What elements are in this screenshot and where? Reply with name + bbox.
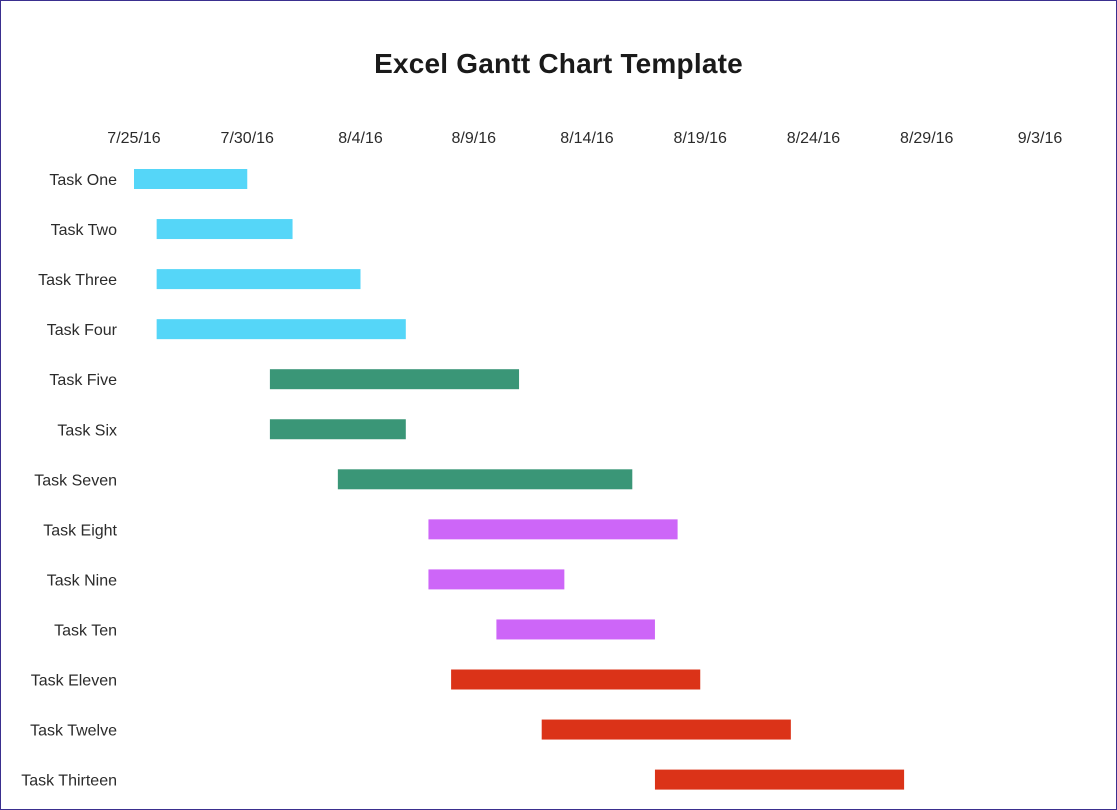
x-tick-label: 8/4/16	[338, 130, 383, 147]
task-bar	[156, 269, 361, 290]
x-tick-label: 8/14/16	[560, 130, 613, 147]
task-label: Task Five	[49, 372, 117, 389]
task-label: Task Twelve	[30, 723, 117, 740]
x-tick-label: 8/24/16	[787, 130, 840, 147]
task-label: Task Thirteen	[21, 773, 117, 790]
task-bar	[541, 719, 791, 740]
x-axis-ticks: 7/25/16 7/30/16 8/4/16 8/9/16 8/14/16 8/19/16…	[107, 130, 1062, 147]
task-label: Task Eleven	[31, 673, 117, 690]
x-tick-label: 7/25/16	[107, 130, 160, 147]
task-label: Task Four	[47, 322, 118, 339]
x-tick-label: 8/29/16	[900, 130, 953, 147]
task-label: Task Eight	[43, 522, 117, 539]
task-bar	[269, 369, 520, 390]
task-label: Task Two	[51, 222, 118, 239]
task-label: Task Six	[57, 422, 117, 439]
task-labels: Task One Task Two Task Three Task Four Task …	[21, 172, 117, 790]
task-label: Task Three	[38, 272, 117, 289]
task-bar	[269, 419, 406, 440]
task-bar	[156, 319, 406, 340]
task-bars	[134, 169, 905, 790]
task-label: Task Seven	[34, 472, 117, 489]
task-bar	[337, 469, 633, 490]
task-bar	[428, 569, 565, 590]
chart-title: Excel Gantt Chart Template	[374, 48, 743, 79]
task-bar	[156, 219, 293, 240]
task-bar	[654, 769, 905, 790]
task-bar	[496, 619, 655, 640]
task-bar	[451, 669, 701, 690]
task-label: Task Nine	[47, 572, 117, 589]
task-label: Task One	[49, 172, 117, 189]
task-label: Task Ten	[54, 622, 117, 639]
x-tick-label: 8/19/16	[674, 130, 727, 147]
task-bar	[428, 519, 678, 540]
x-tick-label: 9/3/16	[1018, 130, 1063, 147]
x-tick-label: 7/30/16	[221, 130, 274, 147]
x-tick-label: 8/9/16	[452, 130, 497, 147]
task-bar	[134, 169, 248, 189]
